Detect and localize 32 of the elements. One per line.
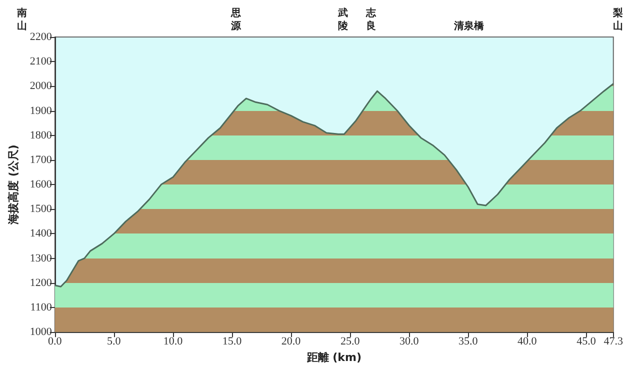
- x-tick-label: 40.0: [518, 336, 538, 348]
- y-tick-label: 2200: [30, 31, 52, 43]
- x-tick-label: 15.0: [222, 336, 242, 348]
- x-tick-label: 5.0: [107, 336, 122, 348]
- y-tick-label: 1900: [30, 104, 52, 117]
- x-axis-title: 距離 (km): [306, 351, 362, 364]
- y-tick-label: 1200: [30, 276, 52, 289]
- text: 梨山: [612, 7, 623, 32]
- x-tick-label: 20.0: [281, 336, 302, 348]
- text: 思源: [230, 7, 242, 32]
- text: 清泉橋: [453, 20, 485, 32]
- y-tick-label: 1300: [30, 252, 52, 264]
- x-tick-label: 10.0: [163, 336, 184, 348]
- y-tick-label: 1000: [30, 326, 52, 338]
- x-tick-label: 30.0: [399, 336, 420, 348]
- text: 武陵: [337, 7, 348, 32]
- y-tick-label: 1400: [30, 228, 52, 240]
- y-tick-label: 2100: [30, 56, 52, 68]
- y-tick-label: 1500: [30, 203, 52, 216]
- x-tick-label: 35.0: [458, 336, 478, 348]
- y-tick-label: 1600: [30, 178, 52, 191]
- x-tick-label: 25.0: [340, 336, 360, 348]
- y-tick-label: 1100: [30, 302, 52, 314]
- y-tick-label: 2000: [30, 80, 52, 92]
- x-tick-label: 45.0: [576, 336, 596, 348]
- x-tick-label: 0.0: [48, 336, 62, 348]
- y-tick-label: 1700: [30, 154, 52, 166]
- y-tick-label: 1800: [30, 129, 52, 142]
- x-tick-label: 47.3: [604, 336, 624, 348]
- y-axis-title: 海拔高度 (公尺): [7, 144, 20, 226]
- text: 南山: [16, 7, 27, 32]
- text: 志良: [365, 7, 377, 32]
